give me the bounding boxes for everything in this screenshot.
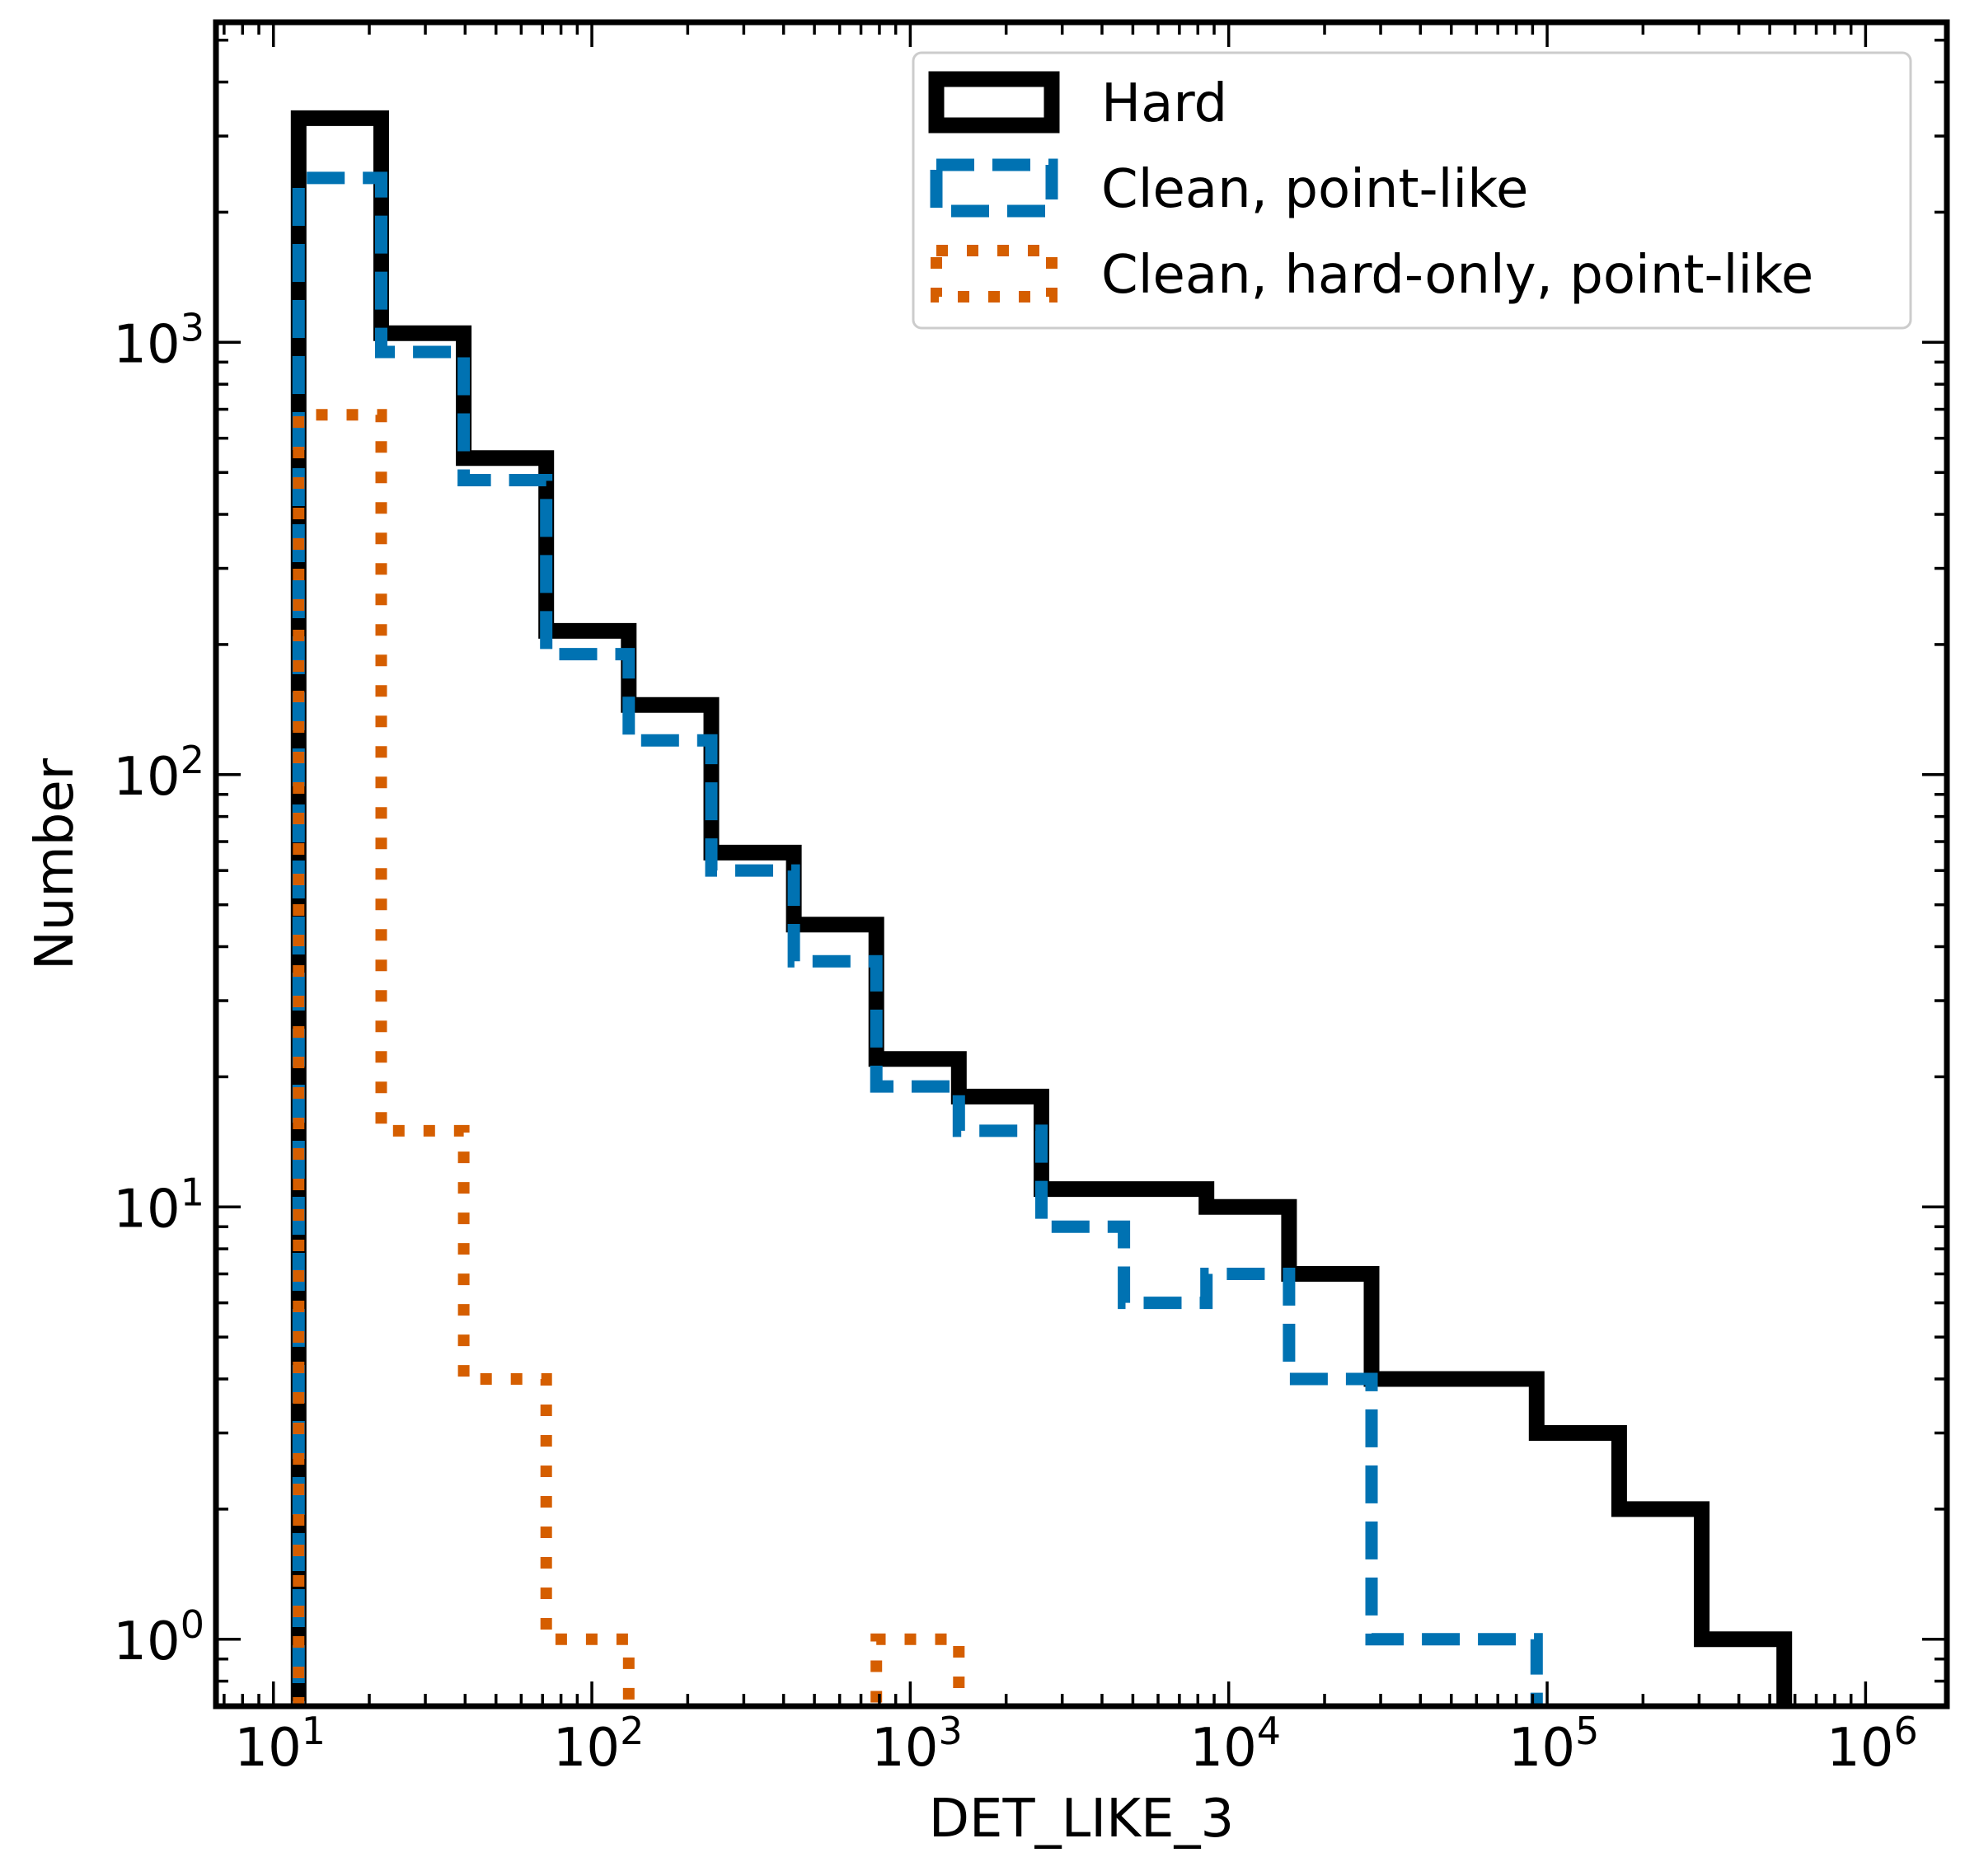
legend-swatch-dashed <box>930 158 1058 218</box>
legend-label: Clean, point-like <box>1101 159 1528 220</box>
legend: Hard Clean, point-like Clean, hard-only, p… <box>912 51 1912 330</box>
axes-frame <box>213 19 1950 1710</box>
y-tick-label: 100 <box>113 1602 204 1672</box>
x-tick-label: 106 <box>1827 1709 1918 1779</box>
series-dotted-line <box>293 409 965 1706</box>
legend-label: Clean, hard-only, point-like <box>1101 245 1813 306</box>
y-tick-label: 101 <box>113 1170 204 1240</box>
y-tick-label: 102 <box>113 738 204 808</box>
legend-box <box>912 51 1912 330</box>
series-layer <box>290 110 1793 1706</box>
x-axis-label: DET_LIKE_3 <box>929 1789 1234 1850</box>
tick-label-layer: 101 102 103 104 105 106 100 101 102 103 <box>113 305 1917 1779</box>
series-solid-line <box>290 110 1793 1706</box>
x-tick-label: 103 <box>871 1709 963 1779</box>
x-tick-label: 104 <box>1189 1709 1281 1779</box>
tick-layer <box>216 22 1947 1708</box>
x-tick-label: 105 <box>1508 1709 1600 1779</box>
y-axis-label: Number <box>25 757 86 970</box>
legend-swatch-dotted <box>931 245 1058 303</box>
legend-label: Hard <box>1101 73 1227 134</box>
x-tick-label: 102 <box>553 1709 645 1779</box>
y-tick-label: 103 <box>113 305 204 375</box>
series-dashed-line <box>292 171 1543 1706</box>
legend-swatch-solid <box>928 71 1060 134</box>
x-tick-label: 101 <box>234 1709 326 1779</box>
